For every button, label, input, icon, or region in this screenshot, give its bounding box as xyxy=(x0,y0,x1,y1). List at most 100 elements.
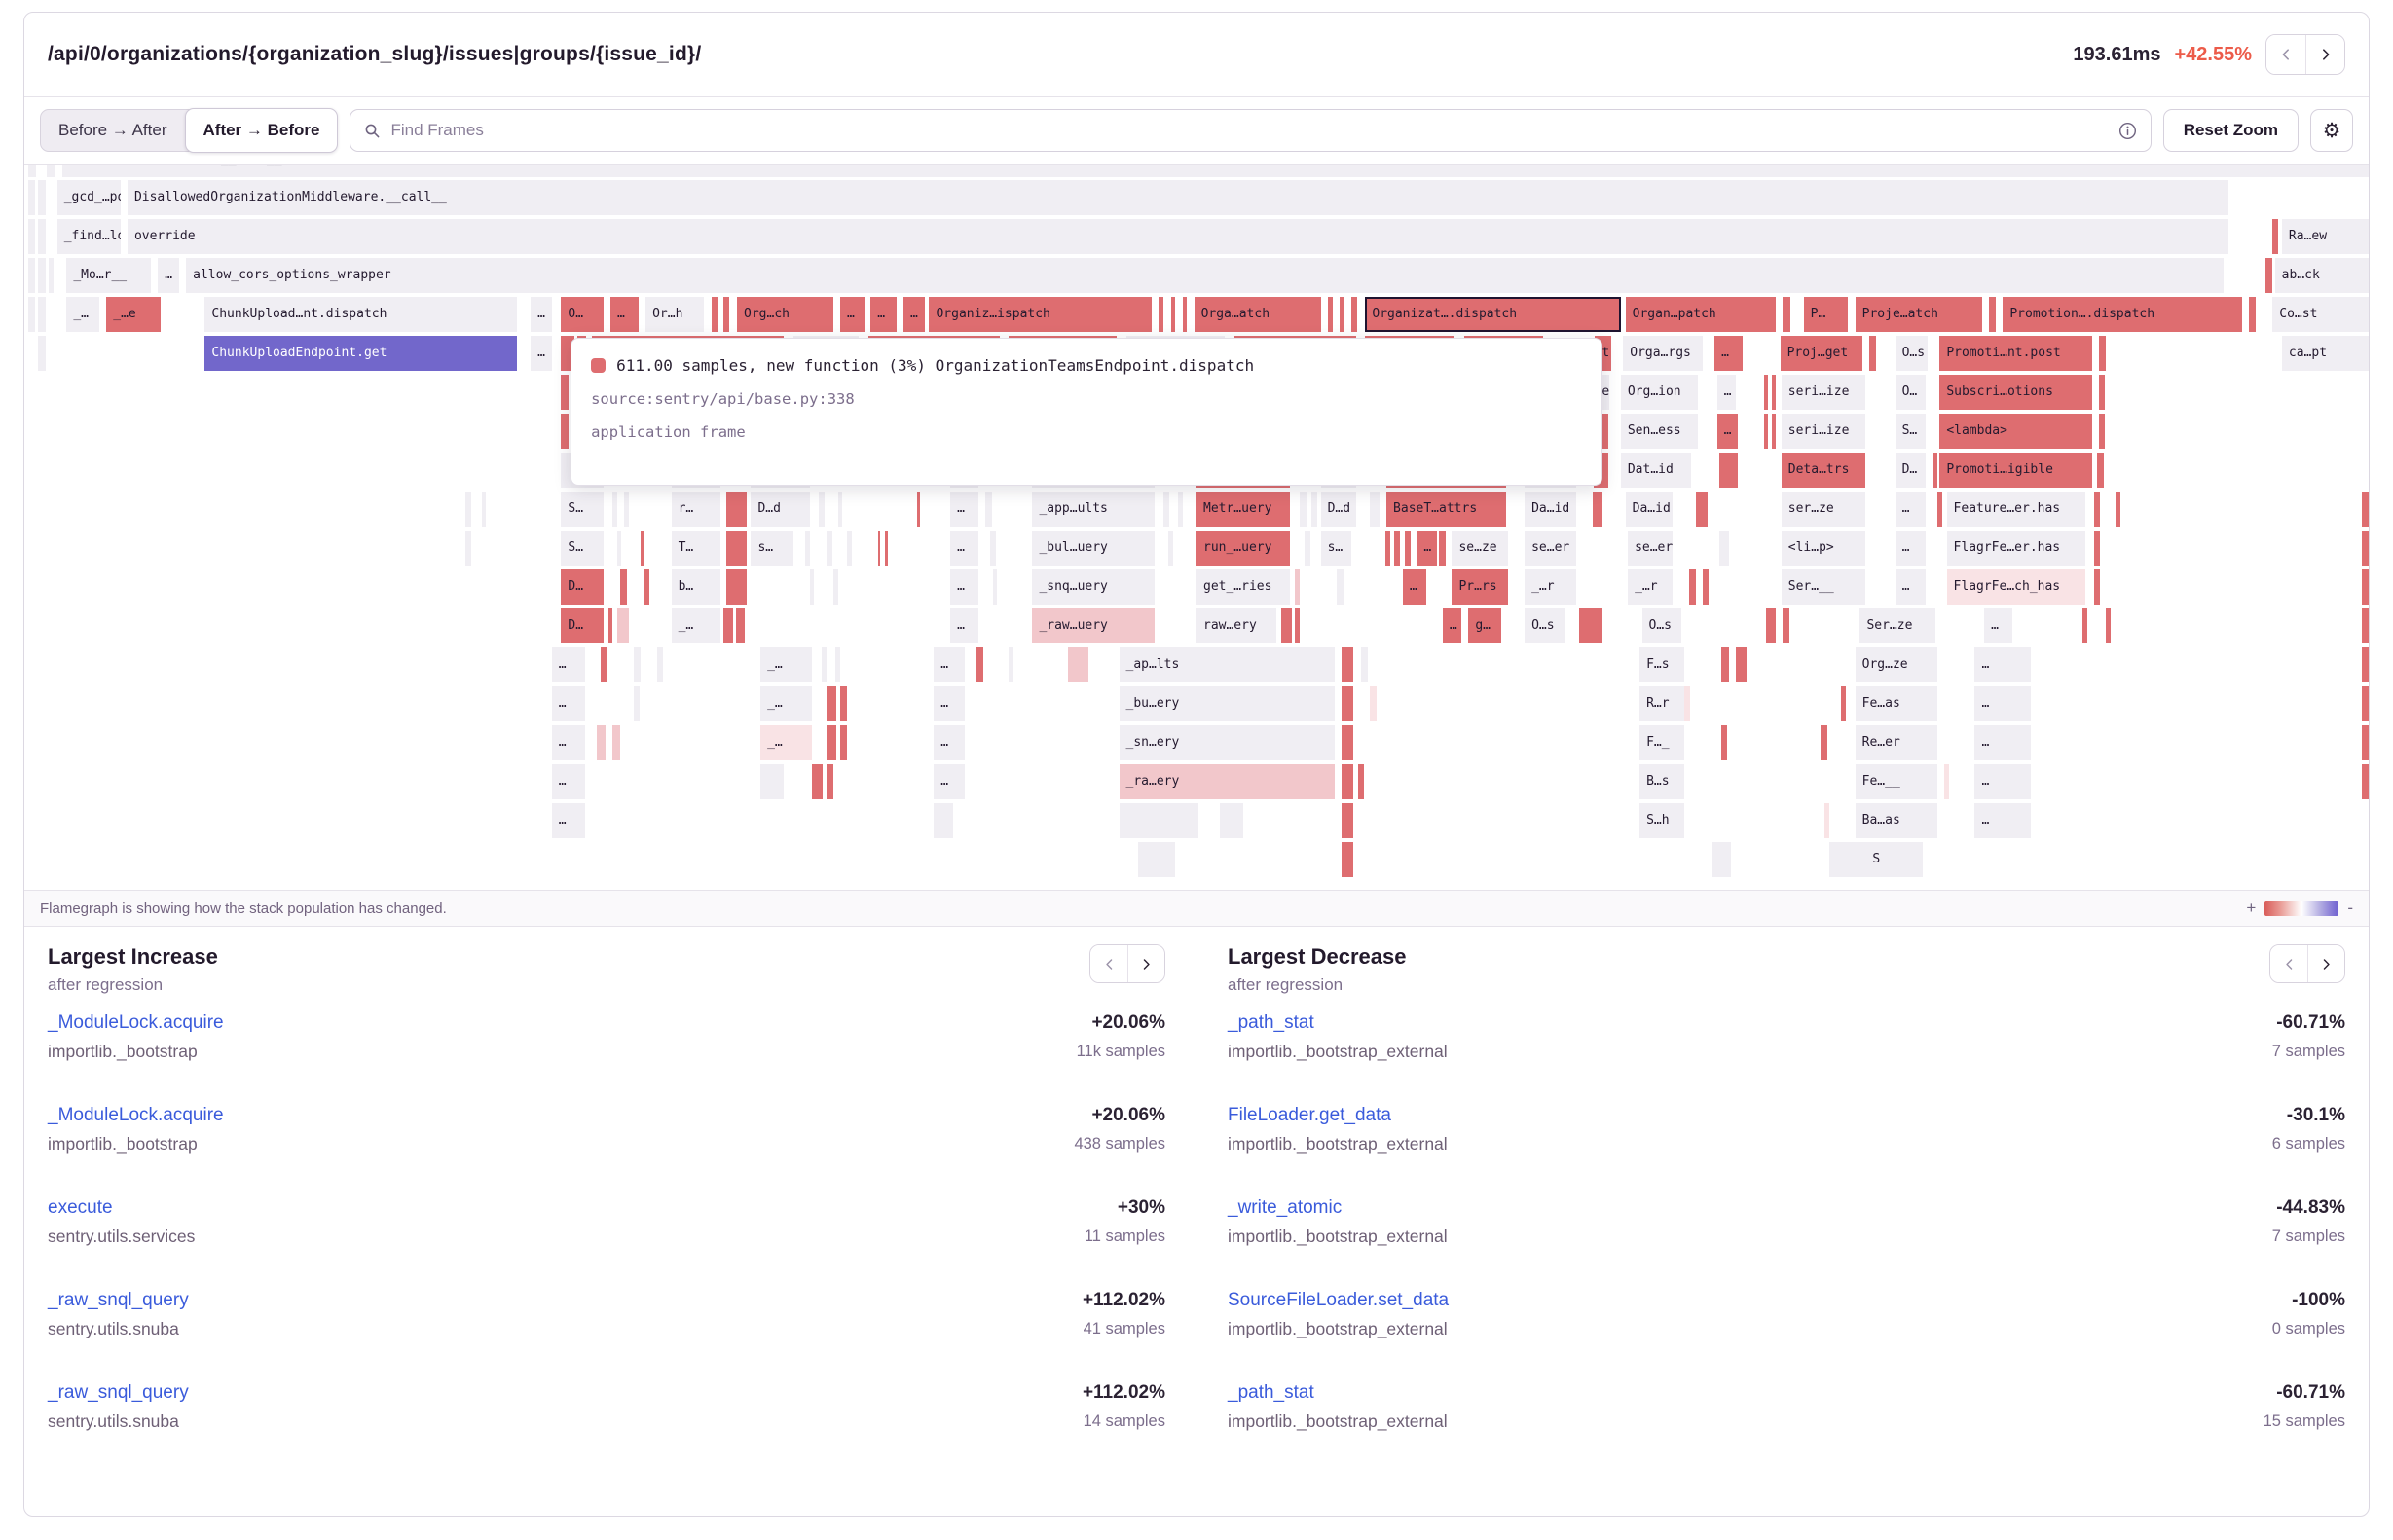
frame-block[interactable]: Ba…as xyxy=(1855,803,1937,838)
frame-block[interactable] xyxy=(1718,531,1729,566)
frame-block[interactable] xyxy=(1342,647,1354,682)
frame-block[interactable] xyxy=(2361,725,2369,760)
frame-block[interactable]: Orga…rgs xyxy=(1623,336,1704,371)
frame-block[interactable] xyxy=(839,725,848,760)
frame-block[interactable] xyxy=(1295,569,1300,605)
frame-block[interactable] xyxy=(612,725,620,760)
frame-block[interactable] xyxy=(1168,531,1173,566)
frame-block[interactable]: … xyxy=(610,297,639,332)
frame-block[interactable]: O… xyxy=(1895,375,1926,410)
frame-block[interactable]: Ser…__ xyxy=(1781,569,1866,605)
decrease-prev-button[interactable] xyxy=(2270,945,2307,982)
frame-block[interactable] xyxy=(2249,297,2257,332)
frame-block[interactable] xyxy=(624,492,630,527)
frame-block[interactable] xyxy=(607,608,613,643)
frame-block[interactable] xyxy=(990,531,997,566)
frame-block[interactable]: b… xyxy=(671,569,721,605)
function-link[interactable]: _raw_snql_query xyxy=(48,1382,189,1403)
frame-block[interactable]: se…er xyxy=(1628,531,1673,566)
frame-block[interactable]: Metr…uery xyxy=(1196,492,1291,527)
frame-block[interactable] xyxy=(596,725,607,760)
frame-block[interactable] xyxy=(38,258,46,293)
frame-block[interactable] xyxy=(1820,725,1827,760)
frame-block[interactable] xyxy=(2272,219,2279,254)
frame-block[interactable]: … xyxy=(950,608,979,643)
increase-next-button[interactable] xyxy=(1127,945,1164,982)
frame-block[interactable] xyxy=(1370,492,1380,527)
frame-block[interactable] xyxy=(1177,492,1183,527)
frame-block[interactable]: <li…p> xyxy=(1781,531,1866,566)
frame-block[interactable]: Org…ch xyxy=(737,297,833,332)
frame-block[interactable] xyxy=(1337,569,1344,605)
function-link[interactable]: FileLoader.get_data xyxy=(1228,1105,1391,1125)
frame-block[interactable] xyxy=(2094,492,2101,527)
increase-prev-button[interactable] xyxy=(1090,945,1127,982)
frame-block[interactable] xyxy=(1182,297,1188,332)
frame-block[interactable]: O…s xyxy=(1641,608,1682,643)
frame-block[interactable] xyxy=(1688,569,1696,605)
function-link[interactable]: _raw_snql_query xyxy=(48,1290,189,1310)
frame-block[interactable]: _app…ults xyxy=(1032,492,1155,527)
frame-block[interactable]: Proje…atch xyxy=(1855,297,1982,332)
frame-block[interactable]: get_…ries xyxy=(1196,569,1291,605)
frame-block[interactable] xyxy=(1592,492,1602,527)
frame-block[interactable]: … xyxy=(551,803,585,838)
frame-block[interactable]: … xyxy=(934,647,965,682)
frame-block[interactable]: … xyxy=(1417,531,1437,566)
function-link[interactable]: _path_stat xyxy=(1228,1012,1314,1033)
frame-block[interactable]: _snq…uery xyxy=(1032,569,1155,605)
frame-block[interactable] xyxy=(1944,764,1949,799)
frame-block[interactable] xyxy=(1933,453,1937,488)
frame-block[interactable] xyxy=(1280,608,1292,643)
frame-block[interactable] xyxy=(1712,842,1731,877)
frame-block[interactable] xyxy=(1370,686,1378,721)
frame-block[interactable] xyxy=(804,531,810,566)
frame-block[interactable] xyxy=(1578,608,1602,643)
frame-block[interactable] xyxy=(1342,842,1354,877)
frame-block[interactable] xyxy=(1009,647,1014,682)
hovered-frame-block[interactable]: Organizat….dispatch xyxy=(1365,297,1621,332)
frame-block[interactable] xyxy=(826,531,832,566)
frame-block[interactable] xyxy=(1360,647,1368,682)
frame-block[interactable] xyxy=(1721,725,1728,760)
frame-block[interactable]: R…r xyxy=(1639,686,1684,721)
search-input[interactable] xyxy=(390,121,2109,140)
frame-block[interactable] xyxy=(1772,414,1777,449)
frame-block[interactable]: … xyxy=(551,764,585,799)
frame-block[interactable] xyxy=(617,608,630,643)
frame-block[interactable] xyxy=(726,531,747,566)
frame-block[interactable] xyxy=(2115,492,2120,527)
frame-block[interactable]: D… xyxy=(561,569,604,605)
frame-block[interactable] xyxy=(1695,492,1708,527)
frame-block[interactable] xyxy=(1766,608,1776,643)
frame-block[interactable] xyxy=(1718,453,1739,488)
frame-block[interactable] xyxy=(760,764,785,799)
frame-block[interactable] xyxy=(1170,297,1176,332)
frame-block[interactable] xyxy=(601,647,607,682)
frame-block[interactable] xyxy=(1304,531,1310,566)
frame-block[interactable]: _Mo…r__ xyxy=(66,258,152,293)
frame-block[interactable] xyxy=(619,569,627,605)
frame-block[interactable] xyxy=(1384,531,1391,566)
frame-block[interactable]: Sen…ess xyxy=(1620,414,1699,449)
frame-block[interactable]: Ra…ew xyxy=(2281,219,2369,254)
frame-block[interactable] xyxy=(643,569,649,605)
frame-block[interactable] xyxy=(38,336,46,371)
frame-block[interactable]: … xyxy=(1895,531,1926,566)
frame-block[interactable]: ab…ck xyxy=(2274,258,2369,293)
frame-block[interactable] xyxy=(2361,531,2369,566)
frame-block[interactable]: _… xyxy=(66,297,100,332)
frame-block[interactable]: … xyxy=(934,686,965,721)
frame-block[interactable]: … xyxy=(158,258,179,293)
frame-block[interactable]: … xyxy=(531,297,552,332)
frame-block[interactable]: S xyxy=(1829,842,1924,877)
frame-block[interactable] xyxy=(38,180,46,215)
frame-block[interactable] xyxy=(722,608,734,643)
frame-block[interactable]: … xyxy=(551,686,585,721)
frame-block[interactable] xyxy=(1394,531,1400,566)
frame-block[interactable] xyxy=(612,492,618,527)
frame-block[interactable] xyxy=(826,725,837,760)
frame-block[interactable] xyxy=(1163,492,1170,527)
frame-block[interactable]: … xyxy=(903,297,925,332)
frame-block[interactable] xyxy=(634,647,642,682)
